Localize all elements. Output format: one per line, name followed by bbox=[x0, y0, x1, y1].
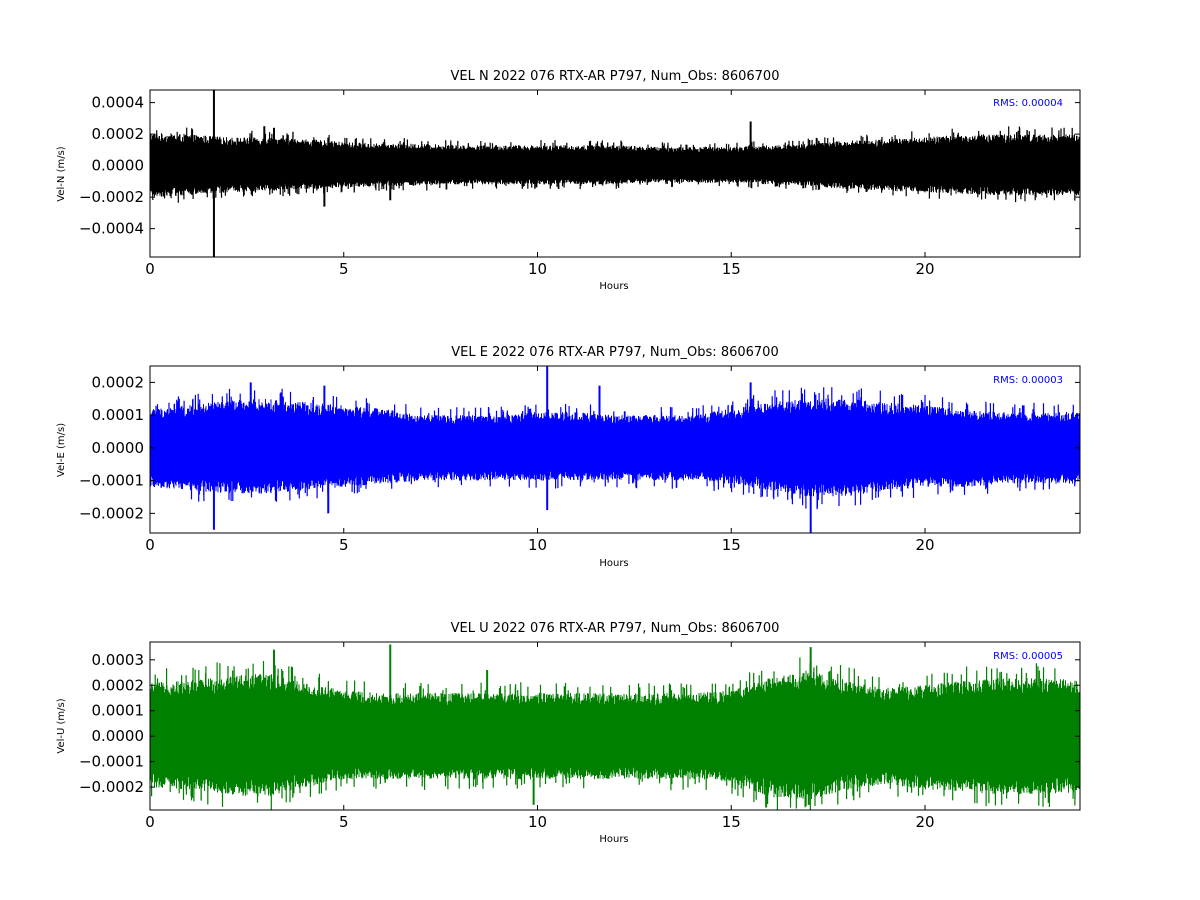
x-tick-label: 20 bbox=[915, 260, 934, 278]
vel-u-rms-label: RMS: 0.00005 bbox=[993, 651, 1063, 662]
plot-frame bbox=[149, 641, 1081, 811]
vel-e-title: VEL E 2022 076 RTX-AR P797, Num_Obs: 860… bbox=[451, 345, 778, 360]
vel-n-ylabel: Vel-N (m/s) bbox=[56, 146, 67, 201]
plot-frame bbox=[149, 365, 1081, 534]
x-tick-label: 5 bbox=[339, 260, 349, 278]
plot-frame bbox=[149, 89, 1081, 258]
x-tick-label: 20 bbox=[915, 813, 934, 831]
vel-e-ylabel: Vel-E (m/s) bbox=[56, 423, 67, 477]
vel-n-xlabel: Hours bbox=[599, 281, 628, 292]
vel-u-title: VEL U 2022 076 RTX-AR P797, Num_Obs: 860… bbox=[451, 621, 780, 636]
vel-u-ylabel: Vel-U (m/s) bbox=[56, 698, 67, 753]
x-tick-label: 15 bbox=[722, 536, 741, 554]
vel-n-rms-label: RMS: 0.00004 bbox=[993, 98, 1063, 109]
y-tick-label: 0.0002 bbox=[92, 373, 145, 391]
y-tick-label: 0.0000 bbox=[92, 439, 145, 457]
subplot-vel-n: 0 5 10 15 20 −0.0004 −0.0002 0.0000 0.0002 0.0004… bbox=[56, 69, 1081, 292]
x-tick-label: 5 bbox=[339, 813, 349, 831]
y-tick-label: 0.0001 bbox=[92, 702, 145, 720]
vel-e-xlabel: Hours bbox=[599, 558, 628, 569]
y-tick-label: −0.0002 bbox=[79, 504, 144, 522]
subplot-vel-e: 0 5 10 15 20 −0.0002 −0.0001 0.0000 0.0001 0.0002… bbox=[56, 345, 1081, 569]
y-tick-label: 0.0000 bbox=[92, 727, 145, 745]
y-tick-label: −0.0002 bbox=[79, 778, 144, 796]
series-excursions bbox=[152, 126, 1076, 203]
vel-u-xlabel: Hours bbox=[599, 834, 628, 845]
y-tick-label: 0.0001 bbox=[92, 406, 145, 424]
vel-n-title: VEL N 2022 076 RTX-AR P797, Num_Obs: 860… bbox=[451, 69, 780, 84]
y-tick-label: −0.0004 bbox=[79, 220, 144, 238]
vel-e-series bbox=[150, 366, 1080, 533]
x-tick-label: 0 bbox=[145, 813, 155, 831]
y-tick-label: 0.0000 bbox=[92, 157, 145, 175]
vel-u-series bbox=[150, 644, 1080, 810]
y-tick-label: 0.0004 bbox=[92, 94, 145, 112]
x-tick-label: 0 bbox=[145, 536, 155, 554]
y-tick-label: 0.0002 bbox=[92, 676, 145, 694]
y-tick-label: −0.0001 bbox=[79, 472, 144, 490]
vel-e-rms-label: RMS: 0.00003 bbox=[993, 375, 1063, 386]
series-excursions bbox=[151, 654, 1076, 810]
x-tick-label: 10 bbox=[528, 536, 547, 554]
subplot-vel-u: 0 5 10 15 20 −0.0002 −0.0001 0.0000 0.0001 0.0002… bbox=[56, 621, 1081, 845]
x-tick-label: 10 bbox=[528, 813, 547, 831]
x-tick-label: 10 bbox=[528, 260, 547, 278]
series-excursions bbox=[155, 387, 1076, 510]
x-tick-label: 15 bbox=[722, 260, 741, 278]
vel-e-axes: 0 5 10 15 20 −0.0002 −0.0001 0.0000 0.0001 0.0002 bbox=[79, 365, 1081, 554]
y-tick-label: −0.0001 bbox=[79, 753, 144, 771]
y-tick-label: −0.0002 bbox=[79, 188, 144, 206]
vel-u-axes: 0 5 10 15 20 −0.0002 −0.0001 0.0000 0.0001 0.0002… bbox=[79, 641, 1081, 831]
vel-n-series bbox=[150, 90, 1080, 257]
x-tick-label: 15 bbox=[722, 813, 741, 831]
y-tick-label: 0.0003 bbox=[92, 651, 145, 669]
x-tick-label: 20 bbox=[915, 536, 934, 554]
x-tick-label: 0 bbox=[145, 260, 155, 278]
x-tick-label: 5 bbox=[339, 536, 349, 554]
y-tick-label: 0.0002 bbox=[92, 125, 145, 143]
vel-n-axes: 0 5 10 15 20 −0.0004 −0.0002 0.0000 0.0002 0.0004 bbox=[79, 89, 1081, 278]
